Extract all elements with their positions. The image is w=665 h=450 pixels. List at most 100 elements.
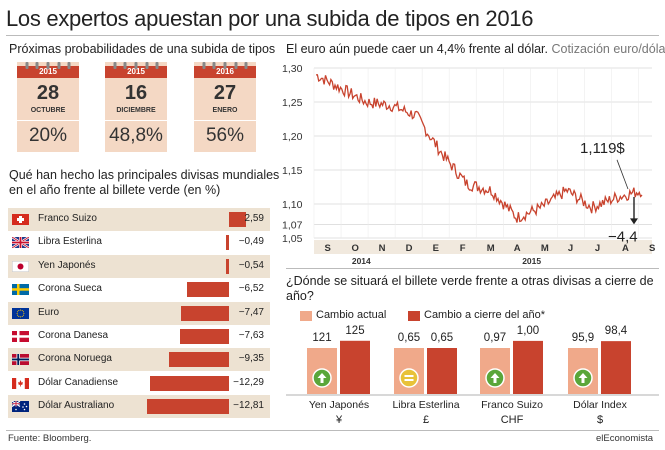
currency-name: Dólar Australiano	[38, 400, 115, 412]
bar-yearend-label: 0,65	[430, 332, 454, 344]
flag-part	[12, 403, 20, 405]
forecast-bar-chart	[286, 340, 659, 396]
legend-label-current: Cambio actual	[316, 309, 387, 321]
current-value-leader	[616, 159, 629, 190]
flag-part	[18, 315, 20, 317]
calendar-ring	[145, 62, 149, 69]
x-tick-label: M	[541, 243, 549, 254]
currency-symbol: CHF	[500, 414, 524, 426]
calendar-ring	[113, 62, 117, 69]
equal-glyph	[404, 375, 414, 377]
flag-part	[22, 314, 24, 316]
calendar-year: 2015	[17, 66, 79, 78]
calendar-ring	[212, 62, 216, 69]
currency-name: Dólar Canadiense	[38, 376, 119, 388]
legend-swatch-yearend	[408, 311, 420, 321]
up-arrow-glyph	[317, 373, 327, 383]
calendar-month: DICIEMBRE	[116, 107, 156, 114]
euro-chart-subtitle: Cotización euro/dólar	[551, 42, 665, 56]
calendar-day: 28	[36, 82, 60, 104]
euro-chart-title: El euro aún puede caer un 4,4% frente al…	[286, 42, 548, 56]
currency-change-value: −0,49	[238, 236, 264, 248]
x-tick-label: F	[460, 243, 466, 254]
flag-part	[18, 379, 23, 387]
currency-change-value: −12,81	[233, 400, 264, 412]
flag-part	[12, 288, 29, 291]
flag-part	[21, 309, 23, 311]
source-note: Fuente: Bloomberg.	[8, 433, 92, 444]
flag-part	[12, 358, 29, 361]
currency-change-value: −12,29	[233, 376, 264, 388]
currency-change-bar	[181, 305, 229, 321]
x-tick-label: E	[433, 243, 439, 254]
currency-change-bar	[187, 282, 229, 298]
currency-change-bar	[229, 212, 246, 227]
australia-flag-icon	[11, 400, 29, 413]
flag-part	[19, 315, 22, 318]
currency-name: Corona Sueca	[38, 283, 102, 295]
currencies-heading: Qué han hecho las principales divisas mu…	[9, 168, 279, 198]
bar-current-label: 95,9	[571, 332, 595, 344]
forecast-category: Yen Japonés	[308, 399, 370, 411]
flag-part	[18, 309, 20, 311]
probabilities-heading: Próximas probabilidades de una subida de…	[9, 42, 276, 56]
up-arrow-glyph	[578, 373, 588, 383]
calendar-day: 16	[124, 82, 148, 104]
currency-change-bar	[147, 399, 229, 415]
calendar-month: ENERO	[212, 107, 238, 114]
bar-current-label: 0,65	[397, 332, 421, 344]
currency-row: Corona Sueca −6,52	[8, 278, 270, 302]
calendar-ring	[123, 62, 127, 69]
currency-name: Corona Noruega	[38, 353, 112, 365]
flag-part	[22, 406, 24, 408]
target-label: −4,4	[608, 228, 638, 245]
flag-part	[12, 307, 29, 319]
bar-current-label: 0,97	[483, 332, 507, 344]
footer-divider	[6, 430, 659, 431]
calendar-card: 2015 28 OCTUBRE 20%	[17, 62, 79, 152]
calendar-ring	[244, 62, 248, 69]
switzerland-flag-icon	[12, 214, 29, 225]
calendar-ring	[202, 62, 206, 69]
year-label: 2015	[522, 256, 541, 266]
bar-yearend-label: 1,00	[516, 324, 540, 337]
y-tick-label: 1,20	[282, 131, 303, 143]
flag-part	[21, 315, 23, 317]
equal-icon	[399, 368, 419, 388]
currency-row: Yen Japonés −0,54	[8, 254, 270, 278]
currency-change-bar	[225, 258, 229, 274]
forecast-heading: ¿Dónde se situará el billete verde frent…	[286, 274, 654, 304]
flag-part	[19, 237, 22, 249]
japan-flag	[12, 260, 29, 272]
flag-part	[15, 408, 17, 411]
canada-flag	[12, 377, 29, 389]
currency-name: Yen Japonés	[38, 259, 96, 271]
flag-part	[17, 314, 19, 316]
euro-chart-heading: El euro aún puede caer un 4,4% frente al…	[286, 42, 665, 56]
calendar-ring	[46, 62, 50, 69]
x-tick-label: A	[514, 243, 521, 254]
calendar-divider	[17, 120, 79, 121]
y-tick-label: 1,25	[282, 97, 303, 109]
legend-swatch-current	[300, 311, 312, 321]
flag-part	[12, 260, 29, 272]
currency-row: Dólar Canadiense −12,29	[8, 371, 270, 395]
brand-logo: elEconomista	[596, 433, 654, 444]
y-tick-label: 1,30	[282, 63, 303, 75]
currency-symbol: ¥	[335, 414, 343, 426]
flag-part	[16, 312, 18, 314]
x-tick-label: J	[568, 243, 573, 254]
calendar-probability: 56%	[205, 125, 245, 146]
calendar-year: 2016	[194, 66, 256, 78]
flag-part	[17, 218, 24, 221]
calendar-probability: 48,8%	[109, 125, 163, 146]
bar-yearend	[601, 341, 631, 394]
calendar-probability: 20%	[28, 125, 68, 146]
calendar-ring	[57, 62, 61, 69]
currency-change-value: −7,63	[238, 330, 264, 341]
currency-row: Dólar Australiano −12,81	[8, 395, 270, 419]
currency-change-bar	[150, 375, 229, 391]
flag-part	[12, 401, 29, 413]
calendar-rings	[113, 62, 159, 69]
forecast-heading-line1: ¿Dónde se situará el billete verde frent…	[286, 274, 654, 288]
